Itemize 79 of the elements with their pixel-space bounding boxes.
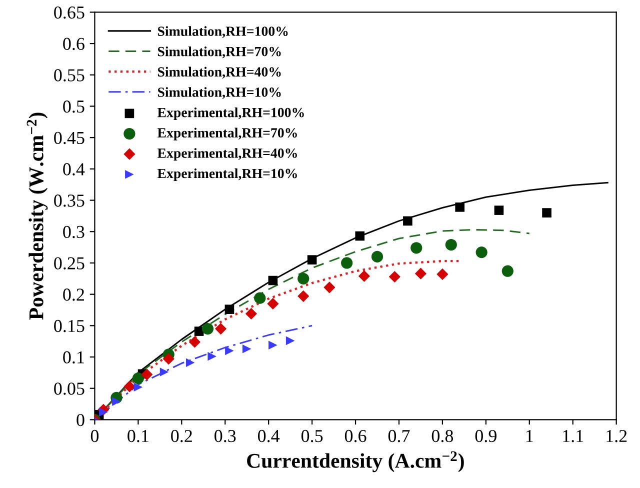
point <box>141 368 153 380</box>
point <box>268 340 278 350</box>
point <box>436 268 448 280</box>
y-tick-label: 0.25 <box>54 257 84 270</box>
point <box>298 290 310 302</box>
point <box>542 208 552 218</box>
x-tick-label: 0.5 <box>301 430 323 442</box>
y-tick-label: 0.3 <box>63 226 84 238</box>
y-tick-label: 0 <box>76 414 84 426</box>
x-tick-label: 0.6 <box>344 430 366 442</box>
point <box>358 270 370 282</box>
x-tick-label: 1.1 <box>563 430 584 442</box>
point <box>445 238 457 251</box>
y-tick-label: 0.5 <box>63 100 84 113</box>
x-axis-title: Currentdensity (A.cm$^{−2}$) <box>247 451 464 472</box>
legend-label: Simulation,RH=40% <box>158 66 281 79</box>
x-tick-label: 1.2 <box>606 430 627 442</box>
legend-label: Experimental,RH=10% <box>157 168 297 181</box>
point <box>324 282 336 294</box>
point <box>414 268 427 280</box>
x-tick-label: 0.3 <box>214 430 236 442</box>
point <box>242 344 252 354</box>
point <box>132 372 144 384</box>
x-tick-label: 0.2 <box>171 430 192 442</box>
y-tick-label: 0.1 <box>63 351 84 364</box>
point <box>355 231 365 241</box>
point <box>494 206 504 215</box>
x-tick-label: 0 <box>90 430 99 442</box>
point <box>224 304 234 314</box>
point <box>162 353 174 365</box>
x-tick-label: 0.7 <box>388 430 410 442</box>
x-tick-label: 0.4 <box>258 430 280 442</box>
y-tick-label: 0.45 <box>54 132 84 144</box>
point <box>208 352 216 361</box>
y-tick-label: 0.15 <box>54 320 84 332</box>
point <box>254 292 266 304</box>
point <box>267 298 279 310</box>
legend-label: Experimental,RH=40% <box>157 148 297 161</box>
point <box>298 272 310 284</box>
point <box>194 326 204 336</box>
y-tick-label: 0.2 <box>63 288 84 301</box>
point <box>112 397 121 406</box>
point <box>202 322 214 335</box>
point <box>186 358 195 368</box>
x-tick-label: 0.8 <box>432 430 454 442</box>
point <box>188 336 201 348</box>
point <box>134 382 143 392</box>
point <box>371 250 384 262</box>
legend-label: Simulation,RH=100% <box>158 26 288 38</box>
point <box>341 257 353 269</box>
point <box>245 308 258 320</box>
legend-label: Simulation,RH=70% <box>158 46 281 58</box>
point <box>99 408 108 417</box>
y-tick-label: 0.55 <box>54 69 84 82</box>
point <box>388 270 400 283</box>
point <box>410 242 422 254</box>
point <box>214 322 227 335</box>
y-tick-label: 0.4 <box>63 163 85 176</box>
y-tick-label: 0.35 <box>54 194 84 207</box>
point <box>124 380 136 392</box>
x-tick-label: 0.9 <box>475 430 496 442</box>
legend-label: Experimental,RH=100% <box>157 107 304 120</box>
point <box>403 216 412 226</box>
point <box>268 276 278 286</box>
x-tick-label: 1 <box>526 430 533 442</box>
y-tick-label: 0.05 <box>54 382 84 395</box>
legend-label: Experimental,RH=70% <box>157 128 297 140</box>
legend-label: Simulation,RH=10% <box>158 87 281 99</box>
point <box>455 202 464 212</box>
point <box>160 368 169 376</box>
y-tick-label: 0.65 <box>54 6 84 19</box>
point <box>225 346 234 356</box>
x-tick-label: 0.1 <box>128 430 148 442</box>
point <box>476 246 488 258</box>
y-axis-title: Powerdensity (W.cm$^{−2}$) <box>26 112 48 320</box>
point <box>286 336 295 346</box>
y-tick-label: 0.6 <box>63 38 84 50</box>
point <box>502 265 514 277</box>
point <box>307 255 317 264</box>
